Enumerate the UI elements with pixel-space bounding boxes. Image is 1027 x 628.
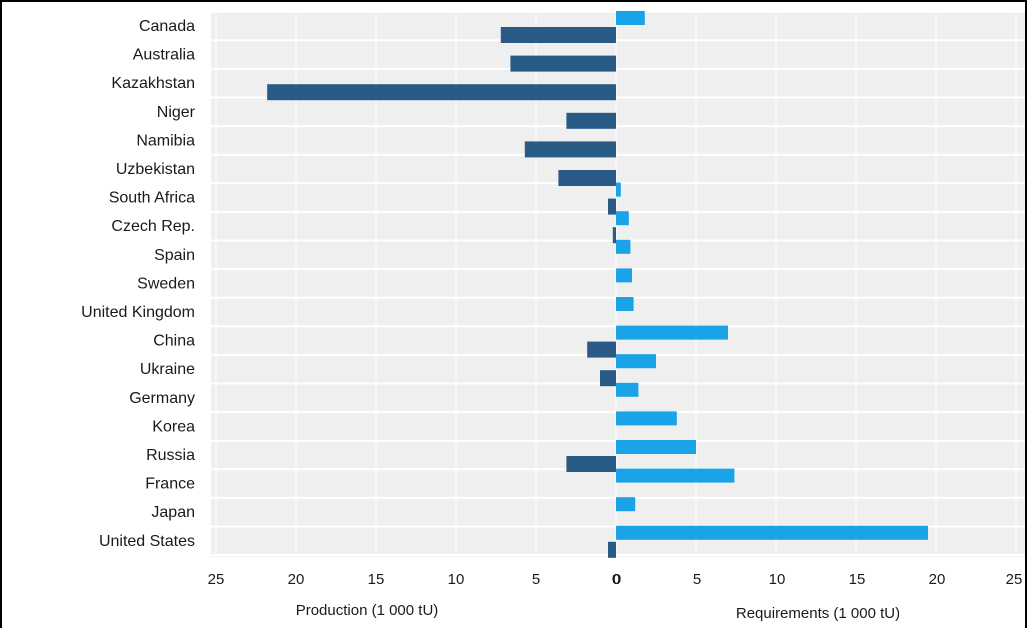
requirements-bar — [616, 211, 629, 226]
category-label: United Kingdom — [81, 304, 195, 321]
production-bar — [566, 456, 616, 472]
requirements-bar — [616, 297, 634, 311]
production-bar — [558, 170, 616, 186]
category-label: Czech Rep. — [111, 218, 195, 235]
production-bar — [608, 198, 616, 215]
right-tick-label: 20 — [929, 571, 946, 588]
tick-labels: 25 20 15 10 5 00 5 10 15 20 25 — [208, 571, 1023, 588]
category-label: South Africa — [109, 190, 195, 207]
production-bar — [587, 341, 616, 358]
left-tick-label: 15 — [368, 571, 385, 588]
production-bar — [510, 55, 616, 72]
bars-group — [267, 11, 928, 558]
production-bar — [524, 141, 616, 158]
requirements-bar — [616, 411, 677, 426]
category-label: Canada — [139, 18, 195, 35]
requirements-bar — [616, 468, 735, 483]
production-bar — [608, 541, 616, 558]
production-bar — [566, 112, 616, 129]
requirements-axis-title: Requirements (1 000 tU) — [736, 605, 900, 622]
category-label: Japan — [151, 504, 195, 521]
plot-background — [211, 12, 1025, 557]
production-axis-title: Production (1 000 tU) — [296, 602, 439, 619]
right-tick-label: 0 — [613, 571, 621, 588]
category-label: Ukraine — [140, 361, 195, 378]
requirements-bar — [616, 325, 728, 340]
production-bar — [500, 27, 616, 43]
category-label: Spain — [154, 247, 195, 264]
requirements-bar — [616, 268, 632, 283]
category-label: France — [145, 476, 195, 493]
category-label: United States — [99, 533, 195, 550]
category-label: Uzbekistan — [116, 161, 195, 178]
right-tick-label: 15 — [849, 571, 866, 588]
requirements-bar — [616, 382, 639, 397]
requirements-bar — [616, 239, 631, 254]
left-tick-label: 10 — [448, 571, 465, 588]
production-bar — [267, 84, 616, 101]
left-tick-label: 0 — [612, 571, 620, 588]
requirements-bar — [616, 525, 928, 540]
left-tick-label: 5 — [532, 571, 540, 588]
category-label: Niger — [157, 104, 196, 121]
production-bar — [600, 370, 616, 387]
requirements-bar — [616, 440, 696, 454]
requirements-bar — [616, 497, 636, 512]
requirements-bar — [616, 354, 656, 369]
right-tick-label: 5 — [693, 571, 701, 588]
requirements-bar — [616, 11, 645, 25]
category-label: Korea — [152, 418, 195, 435]
category-label: Namibia — [136, 132, 195, 149]
right-tick-label: 25 — [1006, 571, 1023, 588]
category-label: Russia — [146, 447, 195, 464]
category-label: Germany — [129, 390, 195, 407]
category-label: Kazakhstan — [111, 75, 195, 92]
left-tick-label: 25 — [208, 571, 225, 588]
left-tick-label: 20 — [288, 571, 305, 588]
category-label: Australia — [133, 47, 195, 64]
requirements-bar — [616, 182, 621, 197]
category-label: Sweden — [137, 275, 195, 292]
category-label: China — [153, 333, 195, 350]
category-labels: Canada Australia Kazakhstan Niger Namibia Uzb… — [81, 18, 196, 550]
right-tick-label: 10 — [769, 571, 786, 588]
production-bar — [612, 227, 616, 244]
